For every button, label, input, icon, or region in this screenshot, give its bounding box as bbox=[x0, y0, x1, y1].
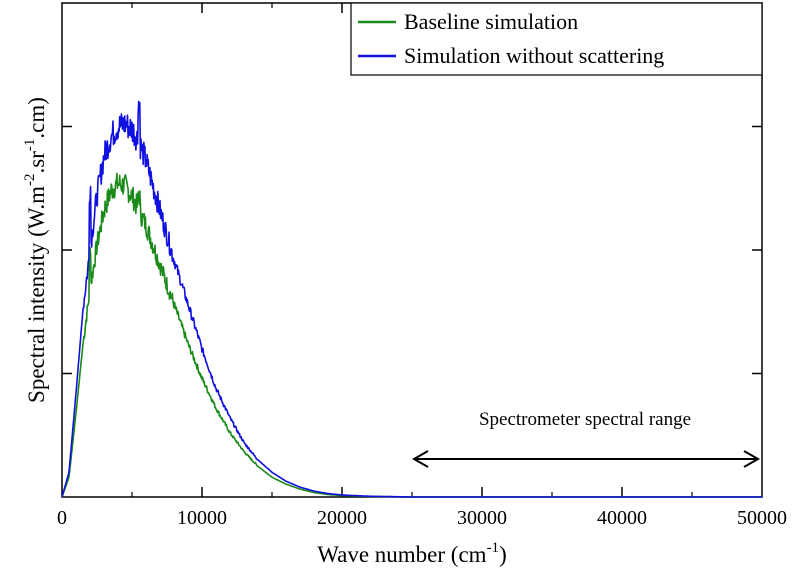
x-tick-label: 50000 bbox=[737, 507, 787, 529]
arrow-head-left bbox=[411, 450, 429, 468]
y-axis-title: Spectral intensity (W.m-2.sr-1.cm) bbox=[22, 97, 49, 403]
spectral-range-label: Spectrometer spectral range bbox=[479, 409, 691, 430]
axis-ticks bbox=[62, 3, 762, 497]
y-axis-title-sup1: -2 bbox=[22, 173, 38, 186]
series-line-no-scattering bbox=[61, 100, 763, 498]
x-axis-title-main: Wave number (cm bbox=[317, 542, 486, 567]
x-axis-title-end: ) bbox=[499, 542, 507, 567]
x-tick-label: 10000 bbox=[177, 507, 227, 529]
legend-label-baseline: Baseline simulation bbox=[404, 9, 578, 34]
arrow-head-right bbox=[743, 450, 761, 468]
y-axis-title-part3: .cm) bbox=[24, 97, 49, 139]
x-axis-title-sup: -1 bbox=[487, 540, 500, 556]
y-axis-title-part2: .sr bbox=[24, 151, 49, 174]
x-tick-label: 0 bbox=[57, 507, 67, 529]
spectral-range-arrow bbox=[411, 450, 761, 468]
spectral-range-annotation: Spectrometer spectral range bbox=[411, 409, 761, 468]
legend-label-no-scattering: Simulation without scattering bbox=[404, 43, 664, 68]
series-lines bbox=[61, 100, 763, 498]
x-tick-label: 30000 bbox=[457, 507, 507, 529]
x-tick-label: 40000 bbox=[597, 507, 647, 529]
y-axis-title-part1: Spectral intensity (W.m bbox=[24, 186, 49, 403]
series-line-baseline bbox=[61, 172, 763, 498]
legend-box bbox=[350, 2, 763, 76]
x-tick-labels: 0 10000 20000 30000 40000 50000 bbox=[57, 507, 787, 529]
y-axis-title-sup2: -1 bbox=[22, 139, 38, 152]
legend: Baseline simulation Simulation without s… bbox=[350, 2, 763, 76]
x-axis-title: Wave number (cm-1) bbox=[317, 540, 506, 567]
x-tick-label: 20000 bbox=[317, 507, 367, 529]
